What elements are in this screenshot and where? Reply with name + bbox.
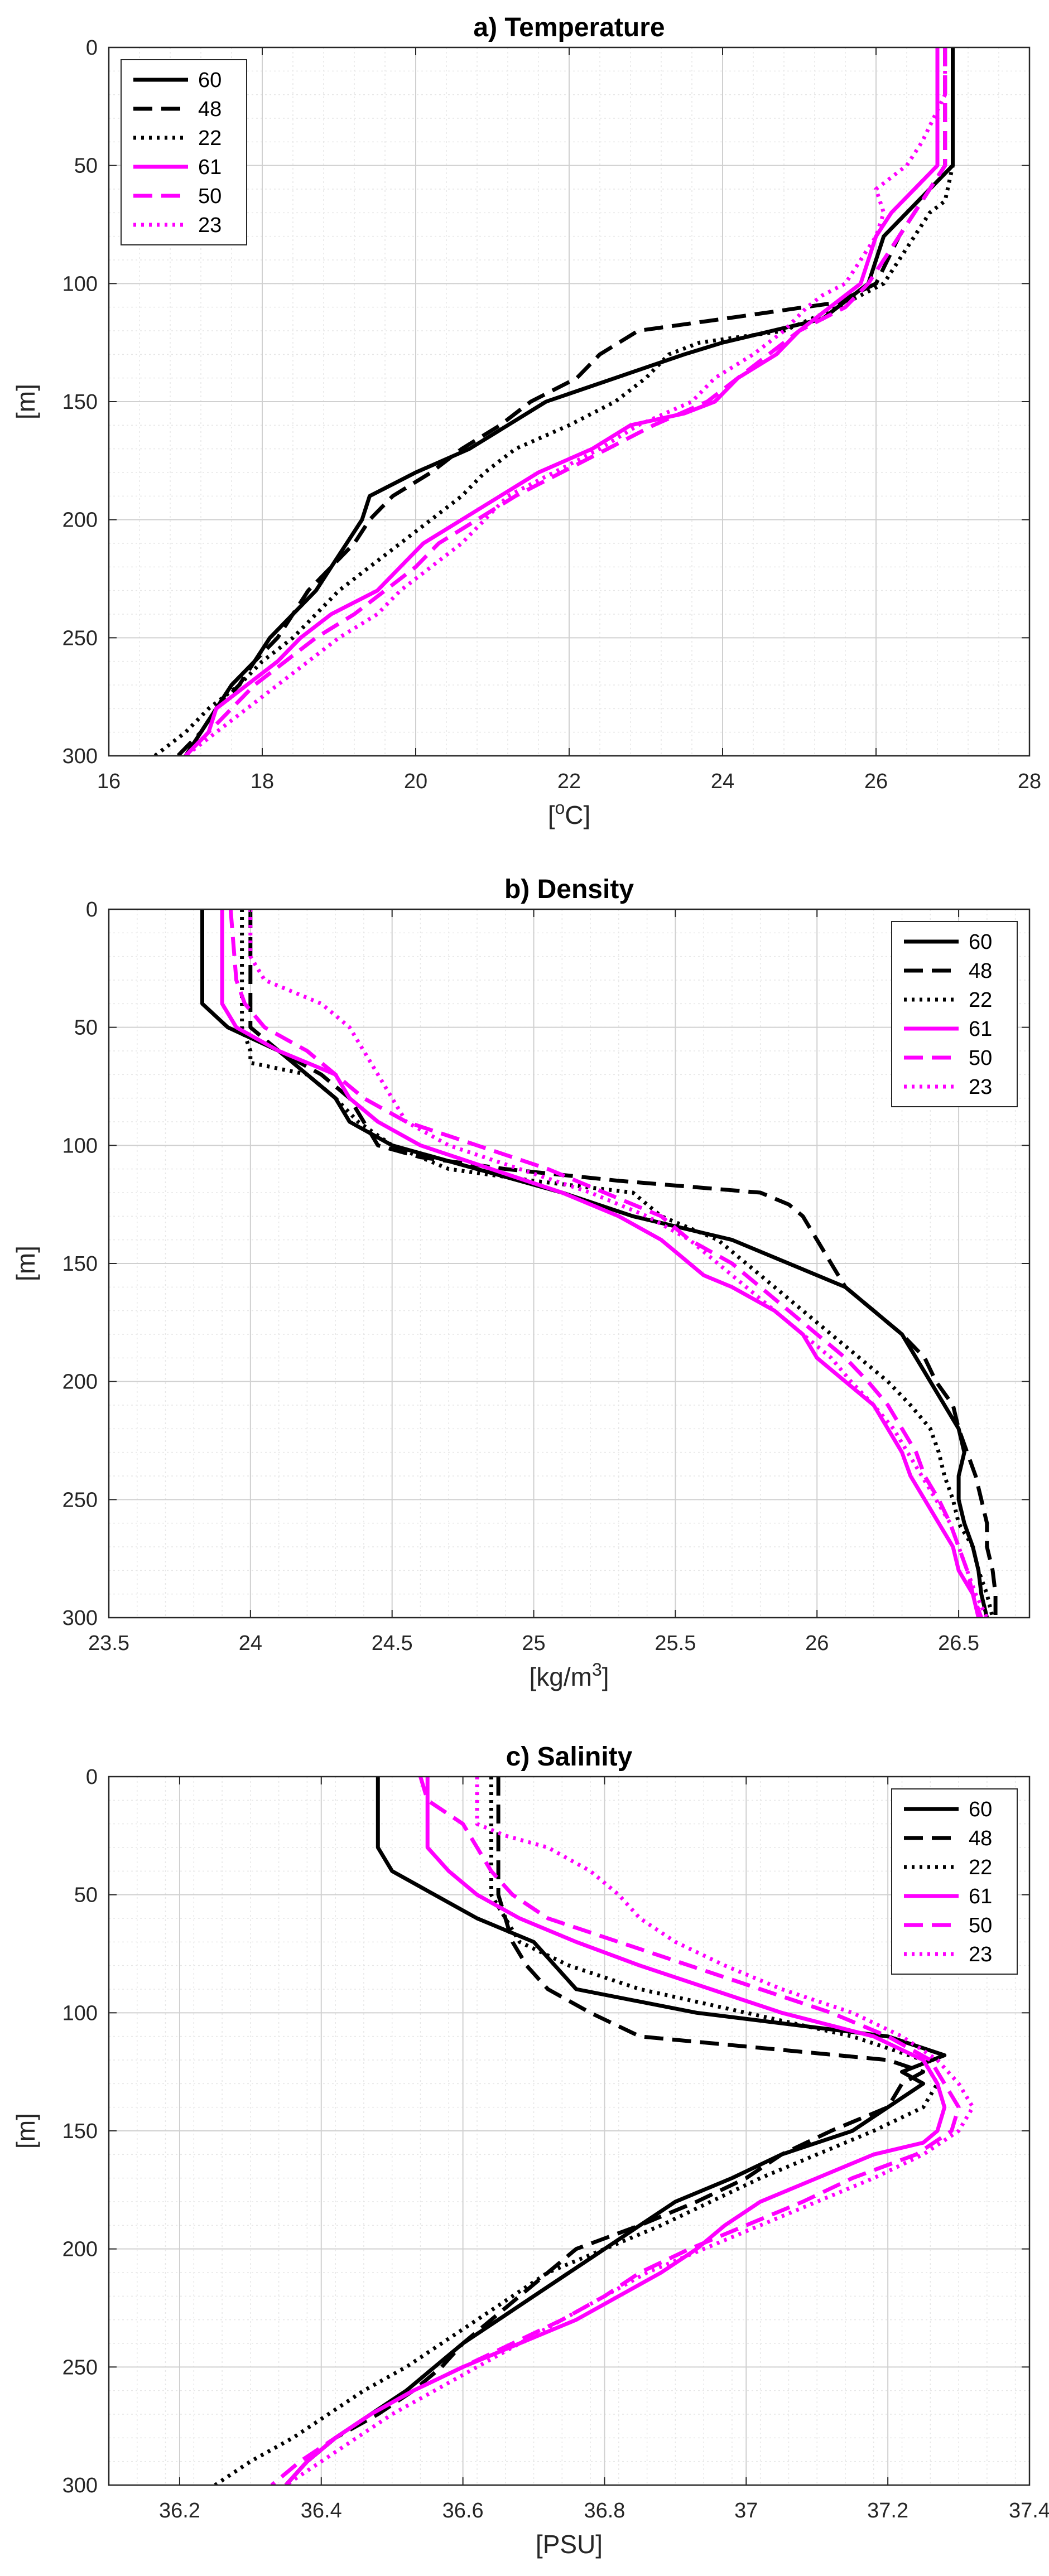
legend-label-23: 23 bbox=[969, 1075, 992, 1099]
legend-label-50: 50 bbox=[969, 1914, 992, 1937]
y-axis-label: [m] bbox=[11, 384, 40, 419]
series-group bbox=[153, 47, 955, 756]
legend-label-50: 50 bbox=[969, 1046, 992, 1070]
y-tick-label: 250 bbox=[62, 626, 98, 650]
y-tick-label: 250 bbox=[62, 2356, 98, 2379]
series-line-50 bbox=[270, 1777, 961, 2485]
series-group bbox=[214, 1777, 975, 2485]
y-tick-label: 100 bbox=[62, 272, 98, 296]
y-tick-label: 50 bbox=[74, 1884, 98, 1907]
y-axis-label: [m] bbox=[11, 1246, 40, 1281]
x-tick-label: 24 bbox=[711, 770, 734, 793]
series-line-48 bbox=[248, 909, 998, 1618]
panel-density: 23.5 24 24.5 25 25.5 26 26.5 0 50 100 150 200 250 300… bbox=[11, 875, 1031, 1691]
y-axis-label: [m] bbox=[11, 2113, 40, 2149]
y-tick-label: 100 bbox=[62, 2001, 98, 2025]
series-line-61 bbox=[220, 909, 981, 1618]
x-tick-label: 37.4 bbox=[1009, 2499, 1049, 2522]
grid bbox=[108, 47, 1030, 756]
series-line-23 bbox=[248, 909, 989, 1618]
x-axis-label: [kg/m3] bbox=[529, 1660, 609, 1691]
y-tick-label: 200 bbox=[62, 1371, 98, 1394]
x-tick-label: 36.8 bbox=[584, 2499, 625, 2522]
panel-title: b) Density bbox=[504, 875, 634, 904]
y-tick-label: 100 bbox=[62, 1134, 98, 1157]
series-line-61 bbox=[184, 47, 940, 756]
x-tick-label: 20 bbox=[404, 770, 427, 793]
panel-temperature: 16 18 20 22 24 26 28 0 50 100 150 200 250 300 a) Tempe… bbox=[11, 13, 1041, 829]
series-line-22 bbox=[153, 47, 955, 756]
x-axis-label: [oC] bbox=[548, 798, 591, 829]
legend: 60 48 22 61 50 23 bbox=[891, 1788, 1018, 1975]
legend-box bbox=[891, 1788, 1018, 1975]
series-line-48 bbox=[284, 1777, 926, 2485]
series-group bbox=[200, 909, 998, 1618]
legend-label-48: 48 bbox=[198, 98, 222, 121]
legend-label-48: 48 bbox=[969, 1827, 992, 1850]
panel-salinity: 36.2 36.4 36.6 36.8 37 37.2 37.4 0 50 100 150 200 25… bbox=[11, 1742, 1049, 2559]
x-tick-label: 25.5 bbox=[655, 1632, 696, 1655]
y-tick-label: 150 bbox=[62, 1252, 98, 1276]
x-tick-label: 24.5 bbox=[372, 1632, 413, 1655]
x-tick-label: 26 bbox=[864, 770, 888, 793]
legend-label-50: 50 bbox=[198, 185, 222, 208]
y-tick-label: 300 bbox=[62, 2474, 98, 2497]
panel-title: a) Temperature bbox=[473, 13, 665, 42]
y-tick-label: 300 bbox=[62, 1607, 98, 1630]
x-tick-label: 37.2 bbox=[867, 2499, 908, 2522]
y-tick-label: 200 bbox=[62, 2238, 98, 2261]
x-tick-label: 37 bbox=[734, 2499, 758, 2522]
x-tick-label: 36.4 bbox=[301, 2499, 342, 2522]
y-tick-label: 0 bbox=[86, 1765, 98, 1789]
y-tick-label: 50 bbox=[74, 155, 98, 178]
legend-label-61: 61 bbox=[198, 156, 222, 179]
x-tick-label: 18 bbox=[251, 770, 274, 793]
series-line-50 bbox=[184, 47, 947, 756]
y-tick-label: 300 bbox=[62, 745, 98, 768]
x-tick-label: 25 bbox=[522, 1632, 545, 1655]
legend-label-22: 22 bbox=[969, 1856, 992, 1879]
legend-label-60: 60 bbox=[969, 930, 992, 954]
x-tick-label: 26.5 bbox=[938, 1632, 979, 1655]
legend-label-60: 60 bbox=[969, 1798, 992, 1821]
legend-label-60: 60 bbox=[198, 69, 222, 92]
series-line-60 bbox=[200, 909, 989, 1618]
y-tick-label: 150 bbox=[62, 2120, 98, 2143]
y-tick-label: 150 bbox=[62, 390, 98, 414]
series-line-48 bbox=[176, 47, 947, 756]
y-tick-label: 200 bbox=[62, 509, 98, 532]
legend-box bbox=[121, 59, 247, 245]
legend-label-61: 61 bbox=[969, 1017, 992, 1041]
legend-label-23: 23 bbox=[969, 1943, 992, 1966]
x-tick-label: 16 bbox=[97, 770, 121, 793]
legend-label-22: 22 bbox=[198, 127, 222, 150]
legend: 60 48 22 61 50 23 bbox=[891, 921, 1018, 1107]
legend-label-23: 23 bbox=[198, 214, 222, 237]
series-line-22 bbox=[240, 909, 995, 1618]
legend-label-22: 22 bbox=[969, 988, 992, 1012]
legend-label-48: 48 bbox=[969, 959, 992, 983]
legend: 60 48 22 61 50 23 bbox=[121, 59, 247, 245]
x-tick-label: 22 bbox=[557, 770, 581, 793]
y-tick-label: 0 bbox=[86, 898, 98, 922]
x-tick-label: 36.6 bbox=[442, 2499, 484, 2522]
x-tick-label: 36.2 bbox=[159, 2499, 200, 2522]
series-line-60 bbox=[284, 1777, 947, 2485]
x-tick-label: 26 bbox=[805, 1632, 829, 1655]
legend-label-61: 61 bbox=[969, 1885, 992, 1908]
x-tick-label: 24 bbox=[239, 1632, 262, 1655]
y-tick-label: 50 bbox=[74, 1016, 98, 1040]
legend-box bbox=[891, 921, 1018, 1107]
x-tick-label: 28 bbox=[1018, 770, 1041, 793]
y-tick-label: 250 bbox=[62, 1488, 98, 1512]
x-tick-label: 23.5 bbox=[88, 1632, 129, 1655]
x-axis-label: [PSU] bbox=[536, 2530, 603, 2559]
y-tick-label: 0 bbox=[86, 36, 98, 60]
series-line-23 bbox=[285, 1777, 975, 2485]
panel-title: c) Salinity bbox=[506, 1742, 633, 1772]
